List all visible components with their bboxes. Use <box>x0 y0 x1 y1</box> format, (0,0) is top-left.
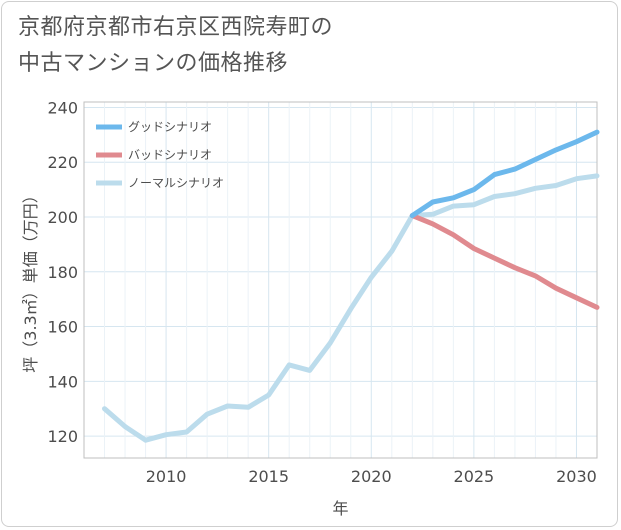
y-tick-120: 120 <box>47 427 78 446</box>
x-axis-label: 年 <box>332 499 348 518</box>
grid-lines <box>84 102 598 458</box>
y-tick-200: 200 <box>47 208 78 227</box>
y-tick-160: 160 <box>47 318 78 337</box>
legend-label-0: グッドシナリオ <box>128 120 212 134</box>
x-tick-2025: 2025 <box>454 467 495 486</box>
x-tick-2020: 2020 <box>351 467 392 486</box>
y-tick-220: 220 <box>47 153 78 172</box>
x-tick-2010: 2010 <box>146 467 187 486</box>
x-tick-labels: 2010 2015 2020 2025 2030 <box>146 467 597 486</box>
y-tick-180: 180 <box>47 263 78 282</box>
legend-label-1: バッドシナリオ <box>128 148 212 162</box>
legend-label-2: ノーマルシナリオ <box>128 176 224 190</box>
y-tick-240: 240 <box>47 98 78 117</box>
series-line-1 <box>409 213 600 310</box>
plot-area <box>83 101 598 459</box>
x-tick-2015: 2015 <box>248 467 289 486</box>
series-line-2 <box>102 173 600 443</box>
chart-title-line-2: 中古マンションの価格推移 <box>18 51 289 76</box>
x-tick-2030: 2030 <box>556 467 597 486</box>
y-axis-label: 坪（3.3㎡）単価（万円） <box>21 187 40 372</box>
series-lines <box>102 129 600 443</box>
y-tick-labels: 120 140 160 180 200 220 240 <box>47 98 78 446</box>
y-tick-140: 140 <box>47 372 78 391</box>
series-line-0 <box>409 129 600 219</box>
chart-title-line-1: 京都府京都市右京区西院寿町の <box>18 15 334 40</box>
chart-title: 京都府京都市右京区西院寿町の 中古マンションの価格推移 <box>18 10 333 82</box>
